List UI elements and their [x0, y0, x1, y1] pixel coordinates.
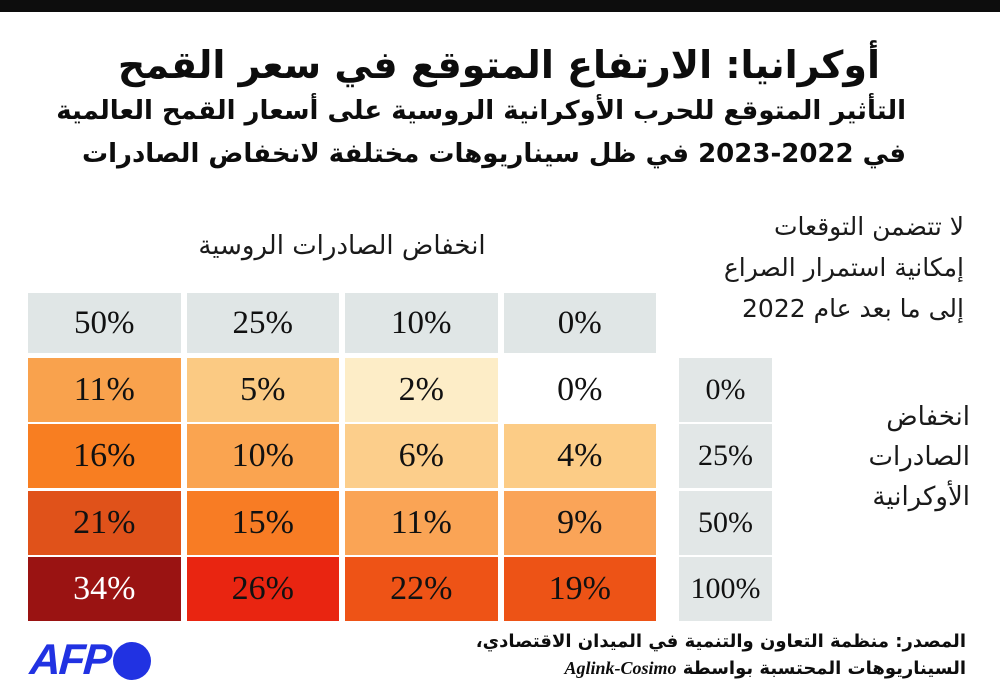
subtitle-line-2: في 2022-2023 في ظل سيناريوهات مختلفة لان… [81, 139, 906, 169]
note-line-2: إمكانية استمرار الصراع [723, 253, 964, 282]
page-title: أوكرانيا: الارتفاع المتوقع في سعر القمح [117, 43, 880, 88]
heatmap-cell: 26% [186, 557, 339, 621]
heatmap-cell: 0% [503, 357, 656, 422]
column-axis-label: انخفاض الصادرات الروسية [198, 231, 486, 261]
forecast-note: لا تتضمن التوقعات إمكانية استمرار الصراع… [724, 206, 964, 329]
row-header-cell: 0% [679, 357, 772, 422]
heatmap-cell: 21% [28, 490, 181, 555]
heatmap-cell: 19% [503, 557, 656, 621]
heatmap-cell: 2% [345, 357, 498, 422]
heatmap-cell: 9% [503, 490, 656, 555]
heatmap-cell: 22% [345, 557, 498, 621]
column-header-cell: 25% [186, 293, 339, 353]
row-axis-label: انخفاض الصادرات الأوكرانية [869, 397, 970, 517]
row-header-cell: 50% [679, 490, 772, 555]
column-header-cell: 10% [345, 293, 498, 353]
heatmap-cell: 34% [28, 557, 181, 621]
row-axis-label-line-2: الصادرات [868, 442, 970, 472]
column-header-cell: 50% [28, 293, 181, 353]
heatmap-cell: 15% [186, 490, 339, 555]
heatmap-cell: 6% [345, 424, 498, 488]
afp-logo-circle-icon [113, 641, 151, 680]
page-subtitle: التأثير المتوقع للحرب الأوكرانية الروسية… [56, 90, 906, 176]
source-credit: المصدر: منظمة التعاون والتنمية في الميدا… [476, 628, 966, 682]
note-line-1: لا تتضمن التوقعات [773, 212, 964, 241]
source-model-name: Aglink-Cosimo [564, 658, 677, 678]
heatmap-cell: 4% [503, 424, 656, 488]
row-header-cell: 100% [679, 557, 772, 621]
source-line-1: المصدر: منظمة التعاون والتنمية في الميدا… [475, 631, 966, 652]
column-header-cell: 0% [503, 293, 656, 353]
heatmap-cell: 11% [28, 357, 181, 422]
heatmap-cell: 10% [186, 424, 339, 488]
row-axis-label-line-3: الأوكرانية [872, 482, 970, 512]
subtitle-line-1: التأثير المتوقع للحرب الأوكرانية الروسية… [56, 96, 906, 126]
afp-logo-text: AFP [28, 636, 112, 684]
afp-logo: AFP [28, 636, 151, 685]
source-line-2-text: السيناريوهات المحتسبة بواسطة [682, 658, 966, 679]
heatmap-cell: 11% [345, 490, 498, 555]
note-line-3: إلى ما بعد عام 2022 [742, 294, 964, 323]
heatmap-cell: 16% [28, 424, 181, 488]
row-axis-label-line-1: انخفاض [886, 402, 970, 432]
row-header-cell: 25% [679, 424, 772, 488]
top-black-bar [0, 0, 1000, 12]
source-line-2: السيناريوهات المحتسبة بواسطة Aglink-Cosi… [476, 655, 966, 682]
heatmap-cell: 5% [186, 357, 339, 422]
